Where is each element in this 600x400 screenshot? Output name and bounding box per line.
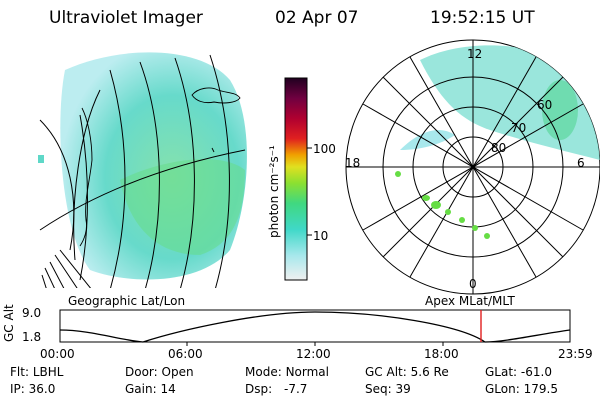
dsp-value: -7.7 <box>283 382 308 396</box>
filter-value: LBHL <box>32 365 64 379</box>
glon-info: GLon: 179.5 <box>485 382 558 396</box>
glon-value: 179.5 <box>523 382 558 396</box>
altitude-ytick-bottom: 1.8 <box>22 330 42 344</box>
time-tick-0000: 00:00 <box>40 347 75 361</box>
door-info: Door: Open <box>125 365 194 379</box>
right-panel-caption: Apex MLat/MLT <box>425 294 515 308</box>
lat-label-60: 60 <box>537 98 553 112</box>
altitude-ylabel: GC Alt <box>2 304 16 342</box>
left-panel-caption: Geographic Lat/Lon <box>68 294 186 308</box>
instrument-title: Ultraviolet Imager <box>49 8 203 28</box>
gain-info: Gain: 14 <box>125 382 176 396</box>
time-tick-2359: 23:59 <box>558 347 593 361</box>
glat-value: -61.0 <box>520 365 552 379</box>
door-value: Open <box>161 365 194 379</box>
time-tick-1200: 12:00 <box>296 347 331 361</box>
colorbar-tick-100: 100 <box>313 142 336 156</box>
mlt-label-18: 18 <box>345 156 361 170</box>
polar-plot <box>345 39 600 295</box>
time-tick-1800: 18:00 <box>424 347 459 361</box>
altitude-ytick-top: 9.0 <box>22 306 42 320</box>
colorbar <box>284 77 308 281</box>
altitude-plot <box>59 309 571 346</box>
mlt-label-12: 12 <box>467 47 483 61</box>
stray-pixel <box>38 155 44 163</box>
gain-value: 14 <box>160 382 176 396</box>
ip-value: 36.0 <box>28 382 56 396</box>
dsp-info: Dsp: -7.7 <box>245 382 308 396</box>
colorbar-tick-10: 10 <box>313 229 329 243</box>
time-tick-0600: 06:00 <box>168 347 203 361</box>
time-label: 19:52:15 UT <box>430 8 535 28</box>
lat-label-80: 80 <box>491 141 507 155</box>
gc-alt-value: 5.6 Re <box>410 365 449 379</box>
seq-value: 39 <box>395 382 411 396</box>
lat-label-70: 70 <box>511 121 527 135</box>
date-label: 02 Apr 07 <box>275 8 359 28</box>
mlt-label-0: 0 <box>469 277 477 291</box>
glat-info: GLat: -61.0 <box>485 365 552 379</box>
filter-info: Flt: LBHL <box>10 365 64 379</box>
seq-info: Seq: 39 <box>365 382 411 396</box>
colorbar-unit-label: photon cm⁻²s⁻¹ <box>267 145 281 238</box>
mode-info: Mode: Normal <box>245 365 329 379</box>
ip-info: IP: 36.0 <box>10 382 56 396</box>
geographic-image <box>39 52 247 288</box>
mlt-label-6: 6 <box>577 156 585 170</box>
gc-alt-info: GC Alt: 5.6 Re <box>365 365 449 379</box>
mode-value: Normal <box>285 365 329 379</box>
